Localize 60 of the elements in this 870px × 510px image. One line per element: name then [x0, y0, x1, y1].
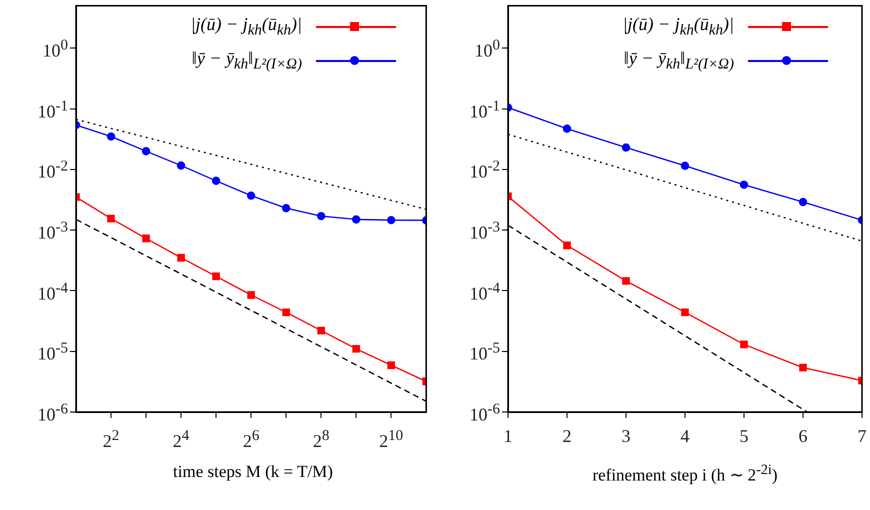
y-tick-label: 10$^{-3}$ — [38, 218, 68, 243]
point — [212, 272, 220, 280]
point — [352, 215, 360, 224]
point — [352, 345, 360, 353]
point — [740, 340, 748, 348]
x-tick-label: 6 — [798, 426, 808, 446]
point — [798, 198, 808, 206]
point — [282, 308, 290, 316]
x-tick-label: 5 — [740, 426, 748, 446]
point — [246, 191, 256, 200]
y-tick-label: 10$^{-5}$ — [470, 340, 500, 364]
point — [740, 180, 748, 189]
x-tick-label: 7 — [858, 426, 866, 446]
legend-label: |j(ū) − j$_{kh}$(ū$_{kh}$)| — [190, 14, 302, 40]
x-axis-title: refinement step i (h ∼ 2$^{-2i}$) — [591, 462, 779, 486]
point — [316, 212, 326, 220]
x-tick-label: 2$^{6}$ — [242, 427, 260, 451]
point — [799, 364, 807, 372]
y-tick-label: 10$^{-6}$ — [38, 400, 68, 424]
y-tick-label: 10$^{-2}$ — [38, 158, 68, 182]
legend-label: ‖ȳ − ȳ$_{kh}$‖$_{L²(I×Ω)}$ — [192, 48, 302, 74]
x-tick-label: 3 — [622, 426, 630, 446]
point — [177, 254, 185, 262]
y-tick-label: 10$^{0}$ — [42, 36, 68, 61]
point — [142, 234, 150, 242]
y-tick-label: 10$^{-6}$ — [470, 400, 500, 424]
point — [282, 204, 290, 212]
y-tick-label: 10$^{-3}$ — [470, 218, 500, 243]
point — [107, 214, 115, 222]
point — [622, 277, 630, 285]
x-tick-label: 1 — [504, 426, 512, 446]
y-tick-label: 10$^{-4}$ — [38, 279, 68, 304]
point — [681, 308, 689, 316]
point — [562, 124, 572, 133]
x-tick-label: 2$^{4}$ — [172, 427, 190, 451]
y-tick-label: 10$^{-5}$ — [38, 340, 68, 364]
y-tick-label: 10$^{0}$ — [474, 36, 500, 61]
x-tick-label: 2$^{10}$ — [379, 427, 404, 451]
point — [622, 143, 630, 152]
y-tick-label: 10$^{-1}$ — [38, 97, 68, 122]
x-tick-label: 2 — [562, 426, 572, 446]
legend-label: |j(ū) − j$_{kh}$(ū$_{kh}$)| — [622, 14, 734, 40]
point — [317, 326, 325, 334]
point — [106, 132, 116, 141]
legend-label: ‖ȳ − ȳ$_{kh}$‖$_{L²(I×Ω)}$ — [624, 48, 734, 74]
y-tick-label: 10$^{-4}$ — [470, 279, 500, 304]
y-tick-label: 10$^{-2}$ — [470, 158, 500, 182]
point — [247, 291, 255, 299]
x-tick-label: 2$^{8}$ — [312, 427, 330, 451]
y-tick-label: 10$^{-1}$ — [470, 97, 500, 122]
point — [142, 147, 150, 156]
x-axis-title: time steps M (k = T/M) — [172, 462, 334, 482]
point — [212, 176, 220, 185]
point — [387, 361, 396, 370]
point — [387, 216, 396, 224]
x-tick-label: 2$^{2}$ — [102, 427, 120, 451]
x-tick-label: 4 — [680, 426, 690, 446]
point — [680, 162, 690, 170]
point — [176, 161, 186, 170]
point — [563, 242, 571, 250]
